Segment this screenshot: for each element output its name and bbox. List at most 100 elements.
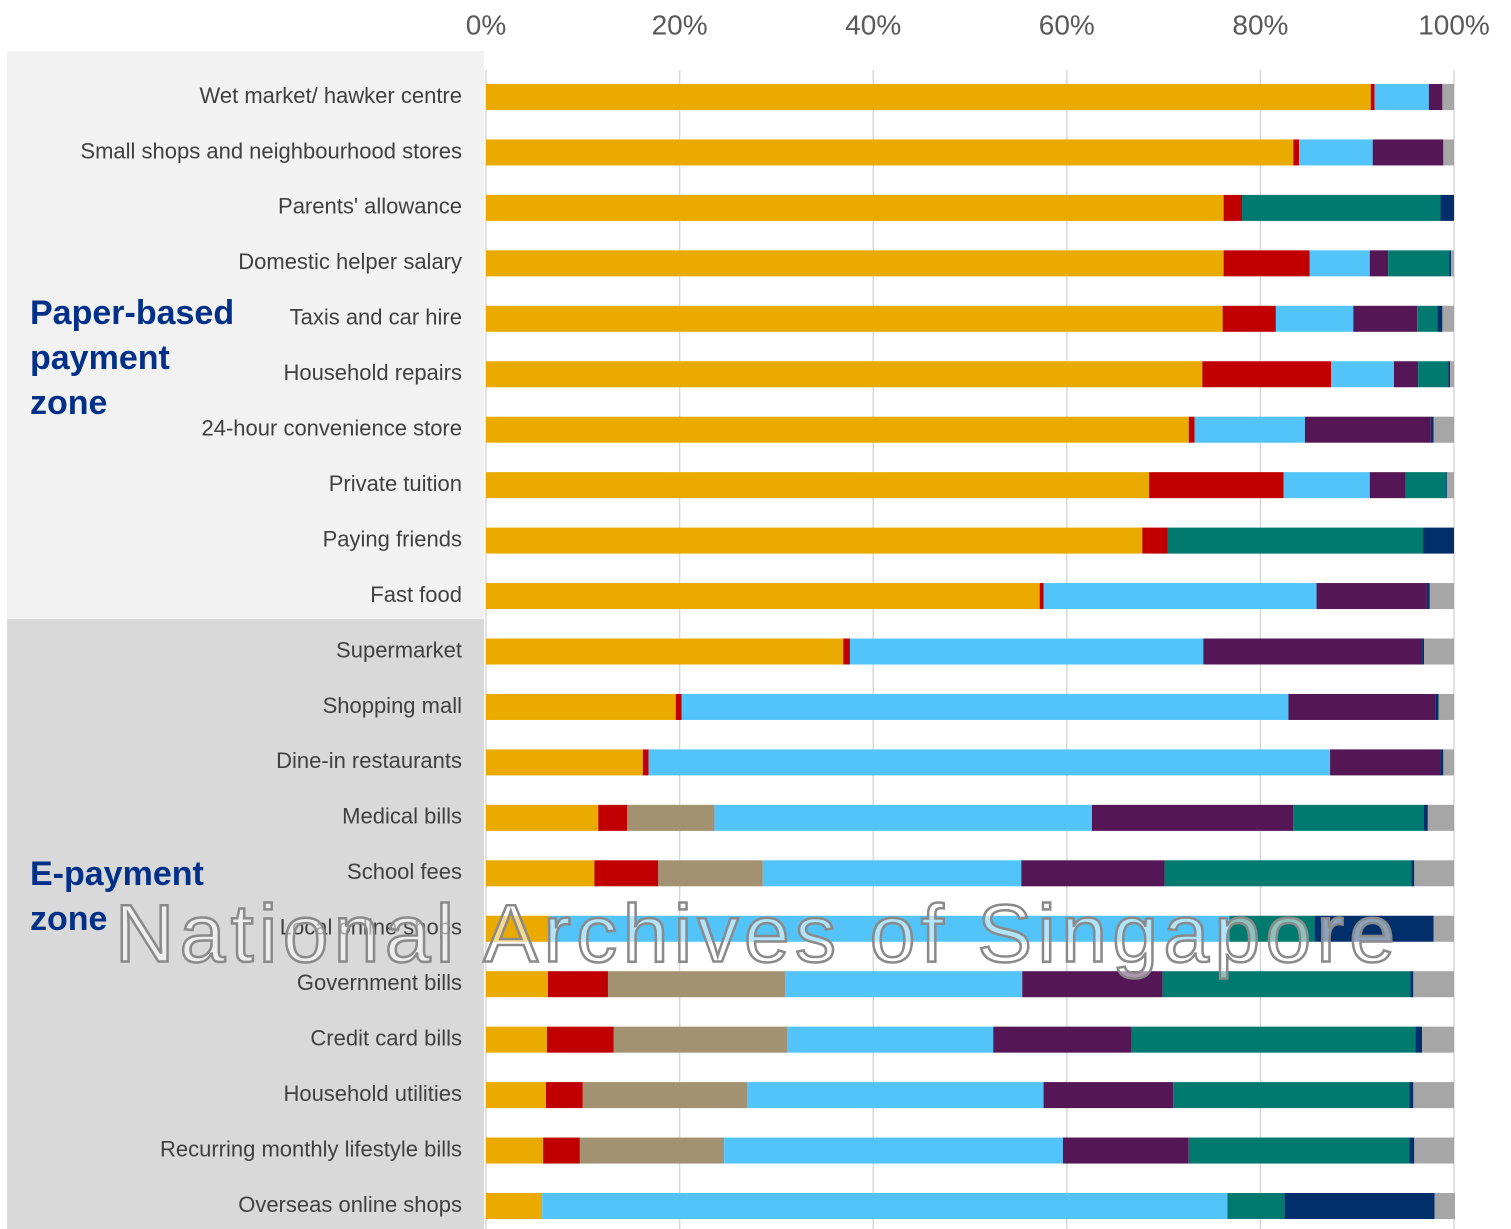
bar-segment [486, 1082, 547, 1109]
category-label: Wet market/ hawker centre [200, 83, 462, 108]
x-tick-label: 100% [1418, 9, 1490, 40]
bar-segment [1440, 749, 1444, 776]
bar-segment [658, 860, 763, 887]
bar-segment [486, 84, 1371, 110]
bar-segment [486, 139, 1294, 166]
category-label: Paying friends [323, 526, 462, 551]
bar-segment [1447, 472, 1454, 499]
bar-segment [1299, 139, 1373, 166]
bar-segment [1142, 527, 1168, 554]
category-label: Taxis and car hire [290, 305, 462, 330]
bar-segment [1374, 84, 1429, 110]
bar-segment [1167, 527, 1424, 554]
bar-segment [1423, 638, 1454, 665]
category-label: Credit card bills [310, 1025, 462, 1050]
bar-segment [1369, 250, 1389, 277]
zone-label: zone [30, 900, 107, 938]
category-label: Overseas online shops [238, 1192, 462, 1217]
bar-segment [993, 1026, 1132, 1053]
bar-segment [1370, 84, 1375, 110]
bar-segment [1304, 416, 1431, 443]
bar-segment [1427, 804, 1454, 831]
category-label: Domestic helper salary [238, 249, 462, 274]
category-label: Parents' allowance [278, 194, 462, 219]
x-tick-label: 40% [845, 9, 901, 40]
bar-segment [1410, 971, 1414, 998]
bar-segment [1284, 1193, 1435, 1219]
category-label: Dine-in restaurants [276, 748, 462, 773]
bar-segment [486, 693, 676, 720]
bar-segment [1330, 749, 1441, 776]
zone-label: Paper-based [30, 294, 234, 332]
category-label: Household repairs [283, 360, 462, 385]
bar-segment [1021, 860, 1165, 887]
bar-segment [486, 971, 548, 998]
bar-segment [1414, 860, 1454, 887]
bar-segment [1423, 527, 1454, 554]
bar-segment [1442, 305, 1454, 332]
bar-segment [1229, 915, 1315, 942]
bar-segment [486, 416, 1189, 443]
bar-segment [1022, 971, 1163, 998]
bar-segment [598, 804, 628, 831]
category-label: Private tuition [329, 471, 462, 496]
bar-segment [681, 693, 1289, 720]
bar-segment [1188, 1137, 1410, 1164]
bar-segment [1443, 749, 1454, 776]
bar-segment [1293, 139, 1300, 166]
bar-segment [1293, 804, 1424, 831]
x-tick-label: 60% [1039, 9, 1095, 40]
bar-segment [1043, 1082, 1174, 1109]
bar-segment [1405, 472, 1447, 499]
bar-segment [486, 1193, 543, 1219]
bar-segment [1430, 416, 1434, 443]
bar-segment [1450, 361, 1454, 388]
bar-segment [849, 638, 1204, 665]
bar-segment [486, 915, 550, 942]
bar-segment [1417, 305, 1438, 332]
bar-segment [1331, 361, 1394, 388]
bar-segment [1409, 1137, 1415, 1164]
bar-segment [1409, 1082, 1414, 1109]
bar-segment [1039, 583, 1044, 610]
bar-segment [642, 749, 649, 776]
bar-segment [1275, 305, 1354, 332]
bar-segment [1413, 1082, 1454, 1109]
bar-segment [1162, 971, 1411, 998]
bar-segment [627, 804, 715, 831]
category-label: Local online shops [280, 915, 462, 940]
bar-segment [486, 194, 1224, 221]
bar-segment [843, 638, 850, 665]
bar-segment [613, 1026, 788, 1053]
bar-segment [1422, 638, 1424, 665]
bar-segment [1283, 472, 1370, 499]
zone-label: E-payment [30, 855, 204, 893]
e-zone-bg [7, 619, 484, 1229]
category-label: Supermarket [336, 637, 462, 662]
watermark: National Archives of Singapore [115, 889, 1395, 980]
bar-segment [1227, 1193, 1285, 1219]
bar-segment [1194, 416, 1305, 443]
bar-segment [787, 1026, 994, 1053]
bar-segment [1451, 250, 1454, 277]
bar-segment [486, 1137, 544, 1164]
bar-segment [1372, 139, 1444, 166]
bar-segment [1440, 194, 1454, 221]
bar-segment [486, 749, 643, 776]
bar-segment [762, 860, 1022, 887]
bar-segment [1314, 915, 1434, 942]
bar-segment [1131, 1026, 1416, 1053]
bar-segment [1369, 472, 1406, 499]
bar-segment [1149, 472, 1284, 499]
bar-segment [486, 1026, 547, 1053]
category-label: Shopping mall [323, 693, 462, 718]
bar-segment [1426, 583, 1430, 610]
bar-segment [1413, 971, 1454, 998]
bar-segment [1288, 693, 1436, 720]
category-label: Fast food [370, 582, 462, 607]
bar-segment [1202, 361, 1332, 388]
bar-segment [1062, 1137, 1189, 1164]
bar-segment [1418, 361, 1449, 388]
bar-segment [714, 804, 1092, 831]
bar-segment [1437, 305, 1443, 332]
